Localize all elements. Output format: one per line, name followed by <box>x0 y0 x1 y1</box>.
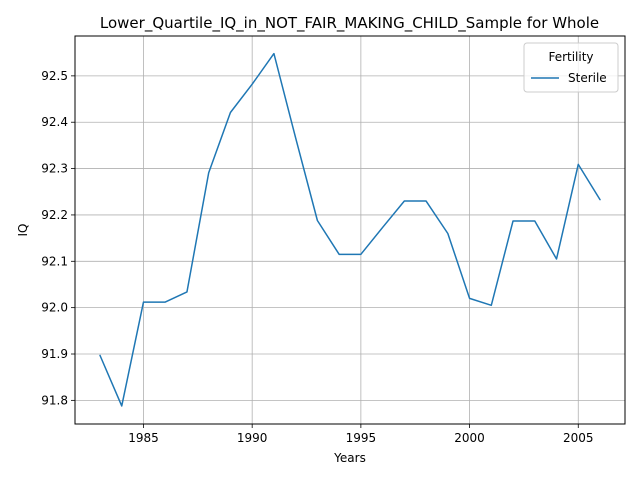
y-tick-label: 91.9 <box>41 347 68 361</box>
y-axis-label: IQ <box>16 224 30 237</box>
y-tick-label: 91.8 <box>41 393 68 407</box>
y-tick-label: 92.0 <box>41 301 68 315</box>
y-tick-label: 92.3 <box>41 162 68 176</box>
y-tick-label: 92.1 <box>41 254 68 268</box>
legend-title: Fertility <box>548 50 593 64</box>
y-tick-label: 92.2 <box>41 208 68 222</box>
legend-box <box>523 42 619 93</box>
y-tick-label: 92.4 <box>41 115 68 129</box>
series-layer <box>99 52 601 407</box>
ticks: 1985 1990 1995 2000 2005 91.8 91.9 92.0 92.1 92.2… <box>41 69 593 445</box>
x-tick-label: 2005 <box>563 431 594 445</box>
y-tick-label: 92.5 <box>41 69 68 83</box>
x-tick-label: 1985 <box>128 431 159 445</box>
grid <box>75 36 625 424</box>
x-tick-label: 1995 <box>346 431 377 445</box>
legend-label: Sterile <box>568 71 607 85</box>
series-line-sterile <box>99 52 601 407</box>
legend: Fertility Sterile <box>523 42 619 93</box>
x-tick-label: 1990 <box>237 431 268 445</box>
x-axis-label: Years <box>333 451 366 465</box>
x-tick-label: 2000 <box>454 431 485 445</box>
plot-frame <box>74 35 626 425</box>
chart-title: Lower_Quartile_IQ_in_NOT_FAIR_MAKING_CHI… <box>100 14 599 33</box>
